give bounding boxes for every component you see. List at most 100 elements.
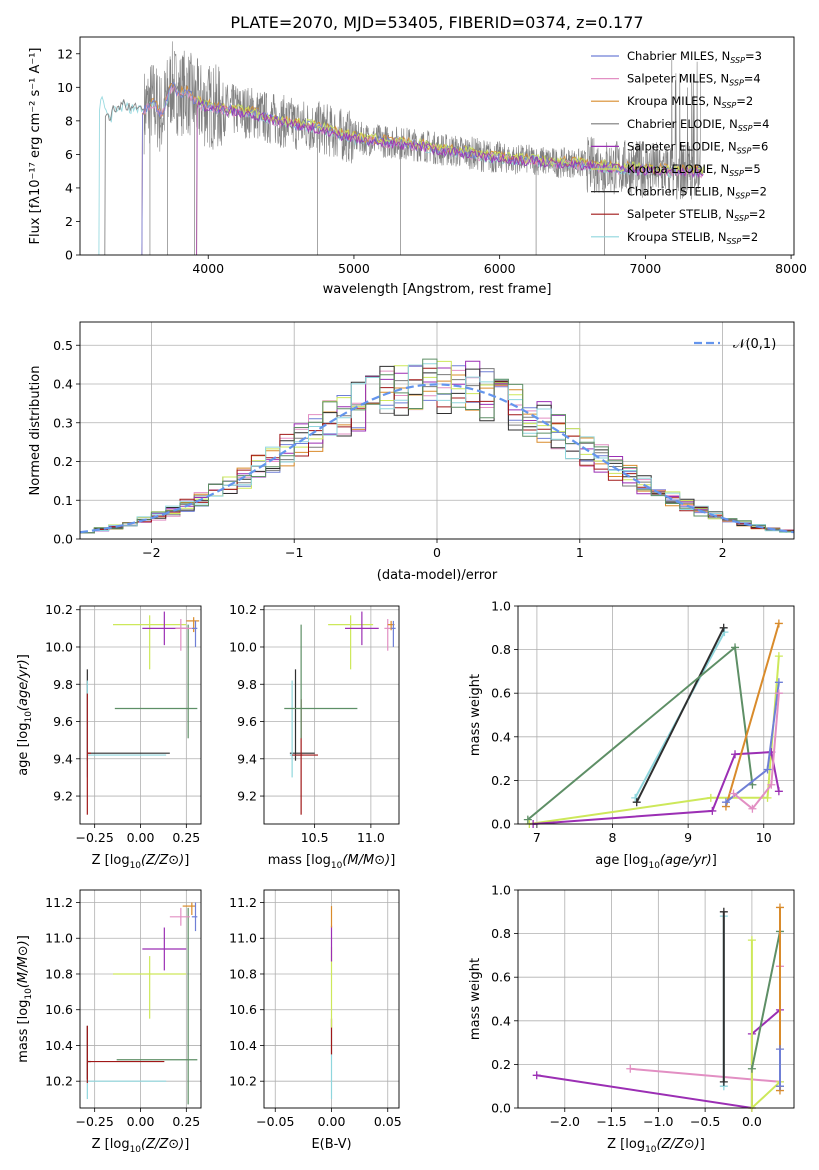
spectrum-data-line [143, 41, 701, 200]
weight-vs-Z-line [750, 931, 781, 1087]
weight-vs-Z-marker [747, 936, 756, 945]
age-vs-Z-ylabel: age [log10(age/yr)] [16, 654, 34, 776]
weight-vs-age-marker [731, 643, 740, 652]
weight-vs-Z-ytick-label: 0.2 [491, 1057, 511, 1072]
weight-vs-age-marker [767, 780, 776, 789]
mass-vs-EBV-ytick-label: 10.8 [229, 966, 257, 981]
spectrum-legend: Chabrier MILES, NSSP=3 Salpeter MILES, NS… [591, 49, 769, 246]
mass-vs-Z-xtick-label: −0.25 [76, 1114, 114, 1129]
weight-vs-Z-frame [517, 889, 795, 1109]
spectrum-xtick-label: 6000 [484, 261, 516, 276]
spectrum-legend-label: Kroupa STELIB, NSSP=2 [627, 230, 758, 246]
residuals-series [79, 358, 795, 534]
residuals-ytick-label: 0.4 [53, 377, 73, 392]
spectrum-xtick-label: 4000 [192, 261, 224, 276]
spectrum-xlabel: wavelength [Angstrom, rest frame] [323, 282, 552, 297]
residuals-ytick-label: 0.2 [53, 454, 73, 469]
mass-vs-Z-xlabel: Z [log10(Z/Z⊙)] [92, 1137, 190, 1155]
age-vs-mass-ytick-label: 9.6 [237, 714, 257, 729]
mass-vs-Z-ytick-label: 10.6 [45, 1002, 73, 1017]
residuals-ytick-label: 0.5 [53, 338, 73, 353]
age-vs-Z-ytick-label: 9.8 [53, 677, 73, 692]
age-vs-mass-ytick-label: 9.8 [237, 677, 257, 692]
weight-vs-age-marker [774, 689, 783, 698]
weight-vs-age-marker [708, 806, 717, 815]
weight-vs-Z-ytick-label: 0.8 [491, 926, 511, 941]
age-vs-Z-xtick-label: 0.25 [172, 830, 200, 845]
weight-vs-age-marker [774, 619, 783, 628]
age-vs-Z-ytick-label: 10.2 [45, 602, 73, 617]
age-vs-mass-xlabel: mass [log10(M/M⊙)] [268, 853, 396, 871]
mass-vs-Z-axes: −0.25 0.00 0.25 10.2 10.4 10.6 10.8 11.0 11.2 [45, 890, 201, 1129]
age-vs-Z-xlabel: Z [log10(Z/Z⊙)] [92, 853, 190, 871]
weight-vs-age-marker [763, 793, 772, 802]
weight-vs-Z-series [532, 903, 784, 1112]
mass-vs-EBV-ytick-label: 10.4 [229, 1038, 257, 1053]
spectrum-legend-label: Salpeter STELIB, NSSP=2 [627, 207, 766, 223]
mass-vs-EBV-ytick-label: 10.2 [229, 1074, 257, 1089]
spectrum-legend-label: Kroupa ELODIE, NSSP=5 [627, 162, 761, 178]
spectrum-ylabel: Flux [fλ10⁻¹⁷ erg cm⁻² s⁻¹ A⁻¹] [28, 48, 43, 245]
spectrum-xtick-label: 8000 [775, 261, 807, 276]
weight-vs-age-ytick-label: 0.4 [491, 729, 511, 744]
weight-vs-age-marker [729, 789, 738, 798]
residuals-ytick-label: 0.1 [53, 493, 73, 508]
weight-vs-Z-marker [775, 903, 784, 912]
spectrum-frame [79, 36, 795, 256]
mass-vs-Z-ytick-label: 10.4 [45, 1038, 73, 1053]
weight-vs-age-ytick-label: 0.6 [491, 686, 511, 701]
spectrum-series [98, 41, 704, 256]
mass-vs-Z-xtick-label: 0.25 [172, 1114, 200, 1129]
weight-vs-Z-marker [532, 1071, 541, 1080]
weight-vs-Z-ytick-label: 0.4 [491, 1013, 511, 1028]
mass-vs-EBV-xtick-label: −0.05 [256, 1114, 294, 1129]
age-vs-Z-points [86, 611, 200, 815]
age-vs-Z-axes: −0.25 0.00 0.25 9.2 9.4 9.6 9.8 10.0 10.2 [45, 602, 201, 845]
age-vs-mass-ytick-label: 10.2 [229, 602, 257, 617]
weight-vs-age-line [635, 627, 725, 803]
spectrum-legend-label: Kroupa MILES, NSSP=2 [627, 94, 753, 110]
residuals-xtick-label: 2 [719, 545, 727, 560]
weight-vs-Z-marker [719, 1077, 728, 1086]
weight-vs-age-ytick-label: 0.2 [491, 773, 511, 788]
weight-vs-Z-ylabel: mass weight [468, 958, 483, 1040]
figure-title: PLATE=2070, MJD=53405, FIBERID=0374, z=0… [230, 13, 643, 32]
weight-vs-age-ytick-label: 0.8 [491, 642, 511, 657]
mass-vs-Z-frame [79, 889, 202, 1109]
age-vs-mass-frame [263, 605, 400, 825]
weight-vs-age-frame [517, 605, 795, 825]
spectrum-ytick-label: 2 [65, 214, 73, 229]
mass-vs-Z-ytick-label: 11.0 [45, 931, 73, 946]
residuals-ylabel: Normed distribution [28, 366, 43, 496]
age-vs-mass-axes: 10.5 11.0 9.2 9.4 9.6 9.8 10.0 10.2 [229, 602, 399, 845]
residuals-xtick-label: 1 [576, 545, 584, 560]
spectrum-legend-label: Salpeter MILES, NSSP=4 [627, 72, 761, 88]
weight-vs-age-xtick-label: 8 [609, 830, 617, 845]
residuals-normal-curve [79, 383, 795, 534]
age-vs-mass-ytick-label: 9.4 [237, 751, 257, 766]
weight-vs-Z-marker [719, 907, 728, 916]
weight-vs-age-ytick-label: 0.0 [491, 817, 511, 832]
spectrum-ytick-label: 4 [65, 180, 73, 195]
weight-vs-Z-xtick-label: −0.5 [690, 1114, 720, 1129]
weight-vs-age-series [523, 619, 783, 828]
spectrum-model-line [196, 100, 704, 256]
weight-vs-age-marker [706, 793, 715, 802]
weight-vs-age-marker [721, 798, 730, 807]
weight-vs-age-ytick-label: 1.0 [491, 599, 511, 614]
residuals-xtick-label: 0 [433, 545, 441, 560]
weight-vs-Z-ytick-label: 1.0 [491, 883, 511, 898]
age-vs-mass-xtick-label: 10.5 [301, 830, 329, 845]
residuals-axes: −2 −1 0 1 2 0.0 0.1 0.2 0.3 0.4 0.5 [53, 322, 794, 560]
age-vs-mass-ytick-label: 9.2 [237, 789, 257, 804]
weight-vs-age-marker [719, 623, 728, 632]
weight-vs-age-marker [774, 787, 783, 796]
residuals-ytick-label: 0.0 [53, 532, 73, 547]
mass-vs-EBV-ytick-label: 11.2 [229, 895, 257, 910]
mass-vs-EBV-ytick-label: 10.6 [229, 1002, 257, 1017]
weight-vs-age-xlabel: age [log10(age/yr)] [595, 853, 717, 871]
age-vs-mass-xtick-label: 11.0 [357, 830, 385, 845]
weight-vs-Z-line [750, 940, 781, 1111]
spectrum-xtick-label: 7000 [629, 261, 661, 276]
weight-vs-Z-xtick-label: −1.5 [596, 1114, 626, 1129]
